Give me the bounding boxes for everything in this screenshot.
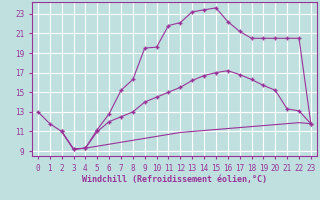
X-axis label: Windchill (Refroidissement éolien,°C): Windchill (Refroidissement éolien,°C) <box>82 175 267 184</box>
